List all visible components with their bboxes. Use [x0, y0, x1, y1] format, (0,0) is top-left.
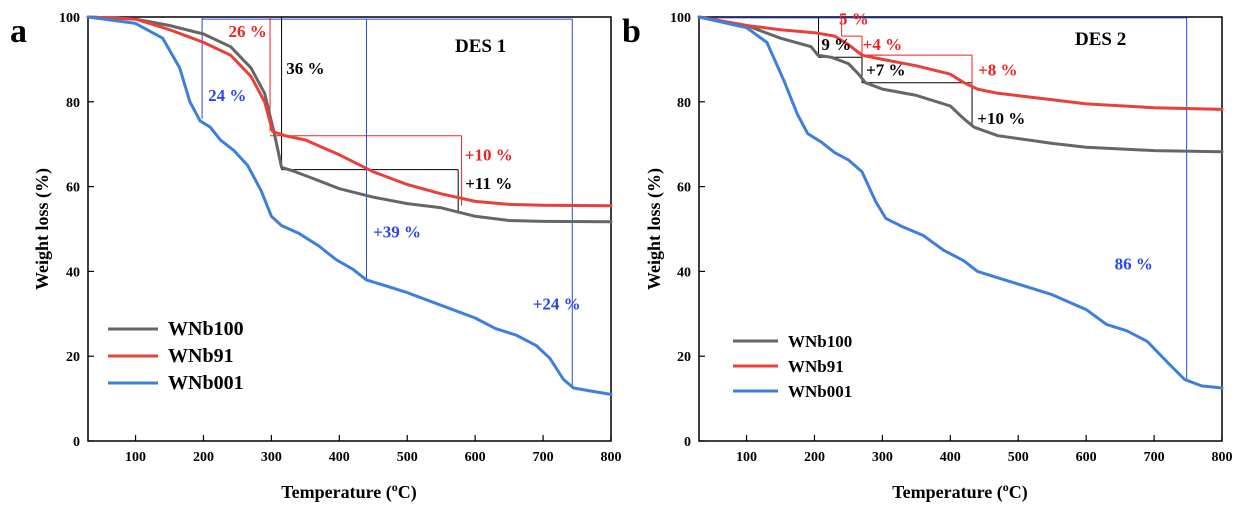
legend-label: WNb91: [788, 357, 844, 376]
panel-b-annotations: 5 % 9 % +4 % +7 % +8 % +10 % 86 %: [821, 10, 1152, 274]
y-tick-label: 60: [677, 181, 691, 196]
x-tick-label: 500: [1008, 450, 1029, 465]
series-line-wnb100: [86, 15, 613, 224]
x-tick-label: 100: [125, 450, 146, 465]
annotation-label: +10 %: [465, 145, 513, 164]
panel-a-title: DES 1: [455, 36, 506, 57]
panel-a-legend: WNb100 WNb91 WNb001: [108, 318, 244, 394]
panel-b-legend: WNb100 WNb91 WNb001: [733, 332, 852, 401]
panel-b-chart: b 100 200 300 400 500 600 700 800 0 20 40 60 80 100 5…: [622, 10, 1233, 503]
panel-b-axis-ticks: 100 200 300 400 500 600 700 800 0 20 40 60 80 100: [670, 11, 1233, 465]
x-tick-label: 700: [533, 450, 554, 465]
panel-a-x-axis-title: Temperature (oC): [281, 480, 416, 503]
annotation-label: +7 %: [866, 61, 905, 80]
panel-b-y-axis-title: Weight loss (%): [644, 168, 665, 290]
panel-a-y-axis-title: Weight loss (%): [32, 168, 53, 290]
y-tick-label: 100: [59, 11, 80, 26]
legend-label: WNb91: [168, 345, 234, 367]
series-line-wnb001: [697, 15, 1224, 390]
annotation-label: 9 %: [821, 35, 851, 54]
panel-b-plot-frame: [698, 16, 1223, 442]
annotation-label: 5 %: [839, 10, 869, 29]
y-tick-label: 20: [66, 350, 80, 365]
annotation-label: +4 %: [863, 35, 902, 54]
x-tick-label: 200: [193, 450, 214, 465]
y-tick-label: 0: [73, 435, 80, 450]
annotation-label: +11 %: [465, 174, 512, 193]
panel-b-letter: b: [622, 13, 641, 50]
panel-a-series: [86, 15, 613, 396]
panel-a-letter: a: [10, 13, 27, 50]
x-tick-label: 800: [601, 450, 622, 465]
x-tick-label: 400: [940, 450, 961, 465]
x-tick-label: 200: [804, 450, 825, 465]
x-tick-label: 300: [261, 450, 282, 465]
x-tick-label: 700: [1144, 450, 1165, 465]
panel-a-plot-frame: [87, 16, 612, 442]
x-tick-label: 800: [1212, 450, 1233, 465]
y-tick-label: 40: [677, 265, 691, 280]
legend-label: WNb100: [168, 318, 244, 340]
x-tick-label: 500: [397, 450, 418, 465]
legend-label: WNb100: [788, 332, 852, 351]
panel-b-title: DES 2: [1075, 29, 1126, 50]
y-tick-label: 40: [66, 265, 80, 280]
annotation-label: 26 %: [228, 22, 266, 41]
y-tick-label: 60: [66, 181, 80, 196]
series-line-wnb001: [86, 15, 613, 396]
panel-b-x-axis-title: Temperature (oC): [892, 480, 1027, 503]
x-tick-label: 600: [1076, 450, 1097, 465]
x-tick-label: 300: [872, 450, 893, 465]
annotation-label: +8 %: [978, 61, 1017, 80]
x-tick-label: 600: [465, 450, 486, 465]
annotation-label: 86 %: [1115, 255, 1153, 274]
panel-a-annotation-brackets: [201, 17, 573, 388]
annotation-label: 36 %: [286, 59, 324, 78]
panel-a-annotations: 26 % 36 % 24 % +10 % +11 % +39 % +24 %: [208, 22, 581, 314]
series-line-wnb91: [86, 15, 613, 208]
annotation-label: +39 %: [373, 222, 421, 241]
y-tick-label: 80: [677, 96, 691, 111]
legend-label: WNb001: [788, 382, 852, 401]
annotation-label: +10 %: [977, 109, 1025, 128]
annotation-label: 24 %: [208, 86, 246, 105]
x-tick-label: 100: [736, 450, 757, 465]
annotation-label: +24 %: [533, 295, 581, 314]
y-tick-label: 80: [66, 96, 80, 111]
y-tick-label: 100: [670, 11, 691, 26]
series-line-wnb91: [697, 15, 1224, 111]
panel-a-chart: a 100 200 300 400 500 600 700 800 0 20 40 60 80 100 2…: [10, 11, 622, 503]
legend-label: WNb001: [168, 372, 244, 394]
panel-b-series: [697, 15, 1224, 390]
y-tick-label: 0: [684, 435, 691, 450]
panel-a-axis-ticks: 100 200 300 400 500 600 700 800 0 20 40 60 80 100: [59, 11, 622, 465]
panel-b-annotation-brackets: [699, 17, 1188, 380]
y-tick-label: 20: [677, 350, 691, 365]
series-line-wnb100: [697, 15, 1224, 154]
x-tick-label: 400: [329, 450, 350, 465]
